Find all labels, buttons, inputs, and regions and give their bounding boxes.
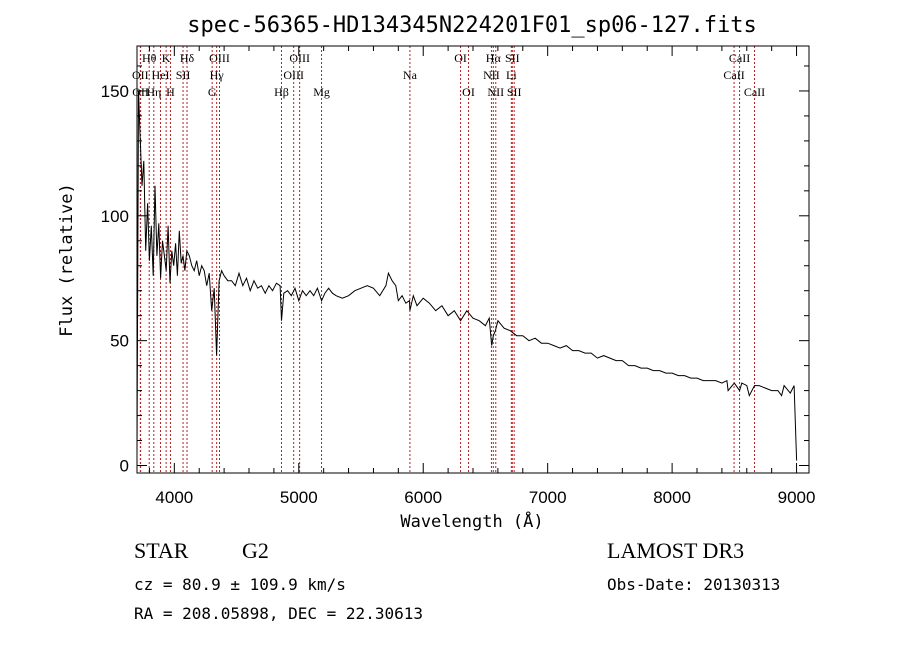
plot-frame [136, 45, 810, 474]
line-marker-label: Hδ [180, 51, 195, 65]
line-marker-label: OI [454, 51, 467, 65]
line-marker-label: OII [132, 68, 149, 82]
line-marker-label: G [208, 85, 217, 99]
line-marker-label: OIII [283, 68, 304, 82]
spectral-line-labels: OIIOIIHθHηHeIKHSIIHδGHγOIIIHβOIIIOIIIMgN… [132, 51, 765, 99]
line-marker-label: OIII [289, 51, 310, 65]
line-marker-label: SII [507, 85, 522, 99]
line-marker-label: Hβ [274, 85, 289, 99]
survey-name: LAMOST DR3 [607, 538, 745, 563]
line-marker-label: K [162, 51, 171, 65]
line-marker-label: Na [403, 68, 418, 82]
flux-series-line [136, 90, 798, 461]
coordinates: RA = 208.05898, DEC = 22.30613 [134, 604, 423, 623]
line-marker-label: Hη [146, 85, 161, 99]
line-marker-label: OI [462, 85, 475, 99]
line-marker-label: CaII [729, 51, 750, 65]
x-axis-ticks: 4000 5000 6000 7000 8000 9000 [148, 46, 816, 507]
y-axis-label: Flux (relative) [57, 183, 77, 337]
x-tick-label: 8000 [653, 488, 691, 507]
line-marker-label: Li [506, 68, 517, 82]
line-marker-label: Hθ [142, 51, 157, 65]
x-axis-label: Wavelength (Å) [400, 510, 543, 532]
line-marker-label: HeI [152, 68, 170, 82]
y-tick-label: 50 [110, 332, 129, 351]
line-marker-label: Hγ [210, 68, 225, 82]
line-marker-label: Mg [313, 85, 330, 99]
redshift-velocity: cz = 80.9 ± 109.9 km/s [134, 575, 346, 594]
object-subclass: G2 [242, 538, 269, 563]
spectral-line-markers [139, 46, 755, 473]
line-marker-label: OII [132, 85, 149, 99]
x-tick-label: 5000 [280, 488, 318, 507]
observation-date: Obs-Date: 20130313 [607, 575, 781, 594]
line-marker-label: CaII [723, 68, 744, 82]
line-marker-label: OIII [209, 51, 230, 65]
y-tick-label: 100 [101, 207, 129, 226]
x-tick-label: 6000 [404, 488, 442, 507]
line-marker-label: SII [505, 51, 520, 65]
line-marker-label: H [166, 85, 175, 99]
y-tick-label: 150 [101, 82, 129, 101]
y-tick-label: 0 [120, 457, 129, 476]
line-marker-label: NII [483, 68, 500, 82]
y-axis-ticks: 0 50 100 150 [101, 65, 809, 476]
line-marker-label: NII [487, 85, 504, 99]
x-tick-label: 7000 [529, 488, 567, 507]
x-tick-label: 4000 [155, 488, 193, 507]
object-class: STAR [134, 538, 189, 563]
line-marker-label: CaII [744, 85, 765, 99]
line-marker-label: Hα [486, 51, 502, 65]
line-marker-label: SII [176, 68, 191, 82]
x-tick-label: 9000 [778, 488, 816, 507]
chart-title: spec-56365-HD134345N224201F01_sp06-127.f… [187, 13, 757, 38]
